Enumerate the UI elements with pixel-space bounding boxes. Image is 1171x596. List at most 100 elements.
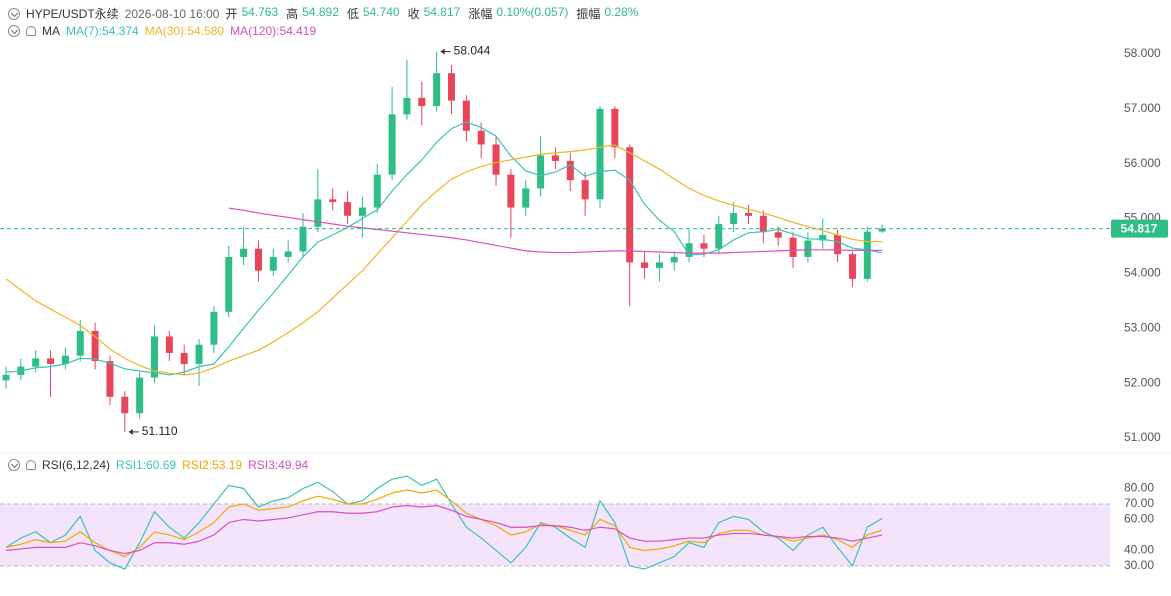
candle-body xyxy=(522,188,530,208)
indicator-line xyxy=(5,121,883,376)
field-value: 0.28% xyxy=(604,5,639,19)
field-value: 54.817 xyxy=(423,5,461,19)
y-tick-label: 51.000 xyxy=(1124,430,1161,444)
candle-body xyxy=(299,226,307,252)
annotation-text: 51.110 xyxy=(142,424,178,438)
y-tick-label: 54.000 xyxy=(1124,266,1161,280)
candle-body xyxy=(834,234,842,255)
candle-body xyxy=(61,355,69,364)
candle-body xyxy=(314,199,322,227)
candle-body xyxy=(136,377,144,414)
candle-body xyxy=(848,254,856,279)
candle-body xyxy=(76,330,84,356)
candle-body xyxy=(210,311,218,345)
field-label: 低 xyxy=(346,7,359,21)
candle-body xyxy=(47,358,55,364)
field-value: 54.763 xyxy=(241,5,279,19)
annotation-text: 58.044 xyxy=(454,44,491,58)
candle-body xyxy=(462,100,470,131)
candle-body xyxy=(477,130,485,145)
candle-body xyxy=(165,336,173,353)
legend-entry: MA(120):54.419 xyxy=(230,24,317,38)
candle-body xyxy=(2,374,10,381)
candle-body xyxy=(32,358,40,367)
indicator-line xyxy=(228,207,883,254)
indicator-name: MA xyxy=(42,24,60,38)
symbol: HYPE/USDT永续 xyxy=(26,7,119,21)
candle-body xyxy=(180,352,188,364)
candle-body xyxy=(581,180,589,200)
candle-body xyxy=(715,224,723,249)
field-value: 54.892 xyxy=(302,5,339,19)
candle-body xyxy=(551,155,559,161)
candle-body xyxy=(254,248,262,271)
candle-body xyxy=(403,97,411,115)
candle-body xyxy=(358,207,366,216)
collapse-icon[interactable] xyxy=(8,7,20,20)
candle-body xyxy=(641,262,649,268)
y-tick-label: 70.00 xyxy=(1124,496,1154,510)
candle-body xyxy=(373,174,381,208)
y-tick-label: 53.000 xyxy=(1124,320,1161,334)
y-tick-label: 57.000 xyxy=(1124,101,1161,115)
candle-body xyxy=(819,234,827,241)
field-label: 振幅 xyxy=(576,7,601,21)
candle-body xyxy=(151,336,158,378)
candle-body xyxy=(611,108,619,148)
candle-body xyxy=(344,202,352,216)
candle-body xyxy=(685,243,693,257)
candle-body xyxy=(626,147,634,263)
candle-body xyxy=(507,174,515,208)
candle-body xyxy=(670,256,678,263)
candle-body xyxy=(240,248,248,257)
field-label: 开 xyxy=(225,7,238,21)
candle-body xyxy=(329,199,337,203)
indicator-line xyxy=(5,475,883,570)
candle-body xyxy=(596,108,604,200)
candle-body xyxy=(195,344,203,364)
ma-legend: MA MA(7):54.374 MA(30):54.580 MA(120):54.4… xyxy=(8,24,316,38)
candle-body xyxy=(804,240,812,257)
candle-body xyxy=(284,251,292,257)
time: 2026-08-10 16:00 xyxy=(124,6,220,21)
y-tick-label: 58.000 xyxy=(1124,46,1161,60)
ohlc-fields: 开 54.763 高 54.892 低 54.740 收 54.817 涨幅 0.10%(0.05… xyxy=(225,5,642,22)
candle-body xyxy=(388,114,396,175)
candle-body xyxy=(774,232,782,238)
collapse-icon[interactable] xyxy=(8,459,20,471)
candle-body xyxy=(745,213,752,216)
indicator-line xyxy=(5,144,883,376)
candle-body xyxy=(878,228,886,232)
candle-body xyxy=(418,97,426,107)
alert-icon[interactable] xyxy=(26,26,36,36)
last-price-tag xyxy=(1111,219,1168,238)
indicator-line xyxy=(5,504,883,555)
legend-entry: RSI2:53.19 xyxy=(182,458,243,472)
y-tick-label: 60.00 xyxy=(1124,512,1154,526)
last-price-label: 54.817 xyxy=(1121,222,1158,236)
alert-icon[interactable] xyxy=(26,460,36,470)
candle-body xyxy=(106,361,114,397)
extreme-annotation: 51.110 xyxy=(128,424,178,438)
y-tick-label: 56.000 xyxy=(1124,156,1161,170)
field-value: 54.740 xyxy=(362,5,400,19)
legend-entry: RSI1:60.69 xyxy=(116,458,177,472)
annotation-arrowhead xyxy=(440,48,445,55)
candle-body xyxy=(433,73,441,107)
legend-entry: MA(7):54.374 xyxy=(66,24,139,38)
y-tick-label: 30.00 xyxy=(1124,558,1154,572)
field-label: 涨幅 xyxy=(468,7,493,21)
extreme-annotation: 58.044 xyxy=(440,44,491,58)
legend-entry: RSI3:49.94 xyxy=(248,458,309,472)
candle-body xyxy=(730,213,738,225)
candle-body xyxy=(91,330,99,362)
candle-body xyxy=(448,73,455,101)
collapse-icon[interactable] xyxy=(8,25,20,37)
y-tick-label: 40.00 xyxy=(1124,543,1154,557)
field-label: 高 xyxy=(286,7,299,21)
candle-body xyxy=(269,256,277,271)
y-tick-label: 80.00 xyxy=(1124,481,1154,495)
candle-body xyxy=(121,396,129,414)
